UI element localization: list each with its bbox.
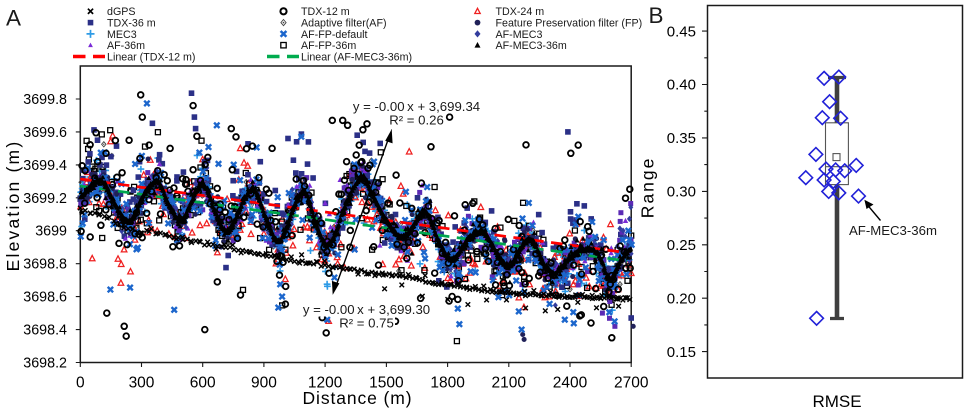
svg-text:dGPS: dGPS — [107, 6, 136, 18]
svg-text:Linear (TDX-12 m): Linear (TDX-12 m) — [107, 51, 196, 63]
svg-text:y = -0.00 x + 3,699.34: y = -0.00 x + 3,699.34 — [353, 99, 480, 114]
svg-text:R² = 0.26: R² = 0.26 — [389, 113, 444, 128]
svg-text:AF-FP-default: AF-FP-default — [301, 29, 368, 41]
svg-text:3699: 3699 — [35, 224, 67, 240]
svg-text:0.30: 0.30 — [667, 184, 696, 201]
svg-text:0.25: 0.25 — [667, 237, 696, 254]
svg-text:AF-FP-36m: AF-FP-36m — [301, 40, 356, 52]
svg-text:B: B — [649, 3, 664, 28]
svg-text:1800: 1800 — [430, 375, 465, 392]
svg-text:Linear (AF-MEC3-36m): Linear (AF-MEC3-36m) — [301, 51, 412, 63]
svg-text:Elevation (m): Elevation (m) — [3, 140, 23, 272]
svg-text:AF-MEC3-36m: AF-MEC3-36m — [496, 40, 567, 52]
svg-text:0.15: 0.15 — [667, 344, 696, 361]
svg-text:TDX-12 m: TDX-12 m — [301, 6, 350, 18]
svg-text:0.40: 0.40 — [667, 77, 696, 94]
svg-text:3699.2: 3699.2 — [23, 191, 67, 207]
svg-text:TDX-24 m: TDX-24 m — [496, 6, 545, 18]
svg-text:0.45: 0.45 — [667, 23, 696, 40]
svg-text:900: 900 — [251, 375, 277, 392]
svg-text:1500: 1500 — [369, 375, 404, 392]
svg-text:y = -0.00 x + 3,699.30: y = -0.00 x + 3,699.30 — [303, 302, 430, 317]
svg-text:3698.4: 3698.4 — [23, 323, 67, 339]
svg-text:R² = 0.75: R² = 0.75 — [339, 316, 394, 331]
svg-text:AF-MEC3: AF-MEC3 — [496, 29, 543, 41]
svg-text:AF-36m: AF-36m — [107, 40, 145, 52]
svg-text:3699.6: 3699.6 — [23, 125, 67, 141]
svg-text:MEC3: MEC3 — [107, 29, 137, 41]
svg-text:3698.6: 3698.6 — [23, 290, 67, 306]
svg-text:0: 0 — [76, 375, 85, 392]
svg-text:AF-MEC3-36m: AF-MEC3-36m — [849, 223, 937, 238]
svg-text:1200: 1200 — [308, 375, 343, 392]
svg-text:2700: 2700 — [614, 375, 649, 392]
svg-text:300: 300 — [129, 375, 155, 392]
svg-text:2400: 2400 — [553, 375, 588, 392]
svg-text:3699.8: 3699.8 — [23, 92, 67, 108]
svg-text:3698.8: 3698.8 — [23, 257, 67, 273]
svg-text:2100: 2100 — [492, 375, 527, 392]
svg-text:Feature Preservation filter (F: Feature Preservation filter (FP) — [496, 18, 643, 30]
svg-text:3699.4: 3699.4 — [23, 158, 67, 174]
svg-text:TDX-36 m: TDX-36 m — [107, 18, 156, 30]
svg-text:Range: Range — [638, 157, 658, 219]
svg-text:Adaptive filter(AF): Adaptive filter(AF) — [301, 18, 387, 30]
svg-text:A: A — [6, 6, 21, 31]
svg-text:0.20: 0.20 — [667, 290, 696, 307]
svg-text:600: 600 — [190, 375, 216, 392]
svg-text:0.35: 0.35 — [667, 130, 696, 147]
svg-text:RMSE: RMSE — [812, 392, 861, 411]
svg-text:Distance (m): Distance (m) — [303, 388, 413, 408]
svg-text:3698.2: 3698.2 — [23, 356, 67, 372]
